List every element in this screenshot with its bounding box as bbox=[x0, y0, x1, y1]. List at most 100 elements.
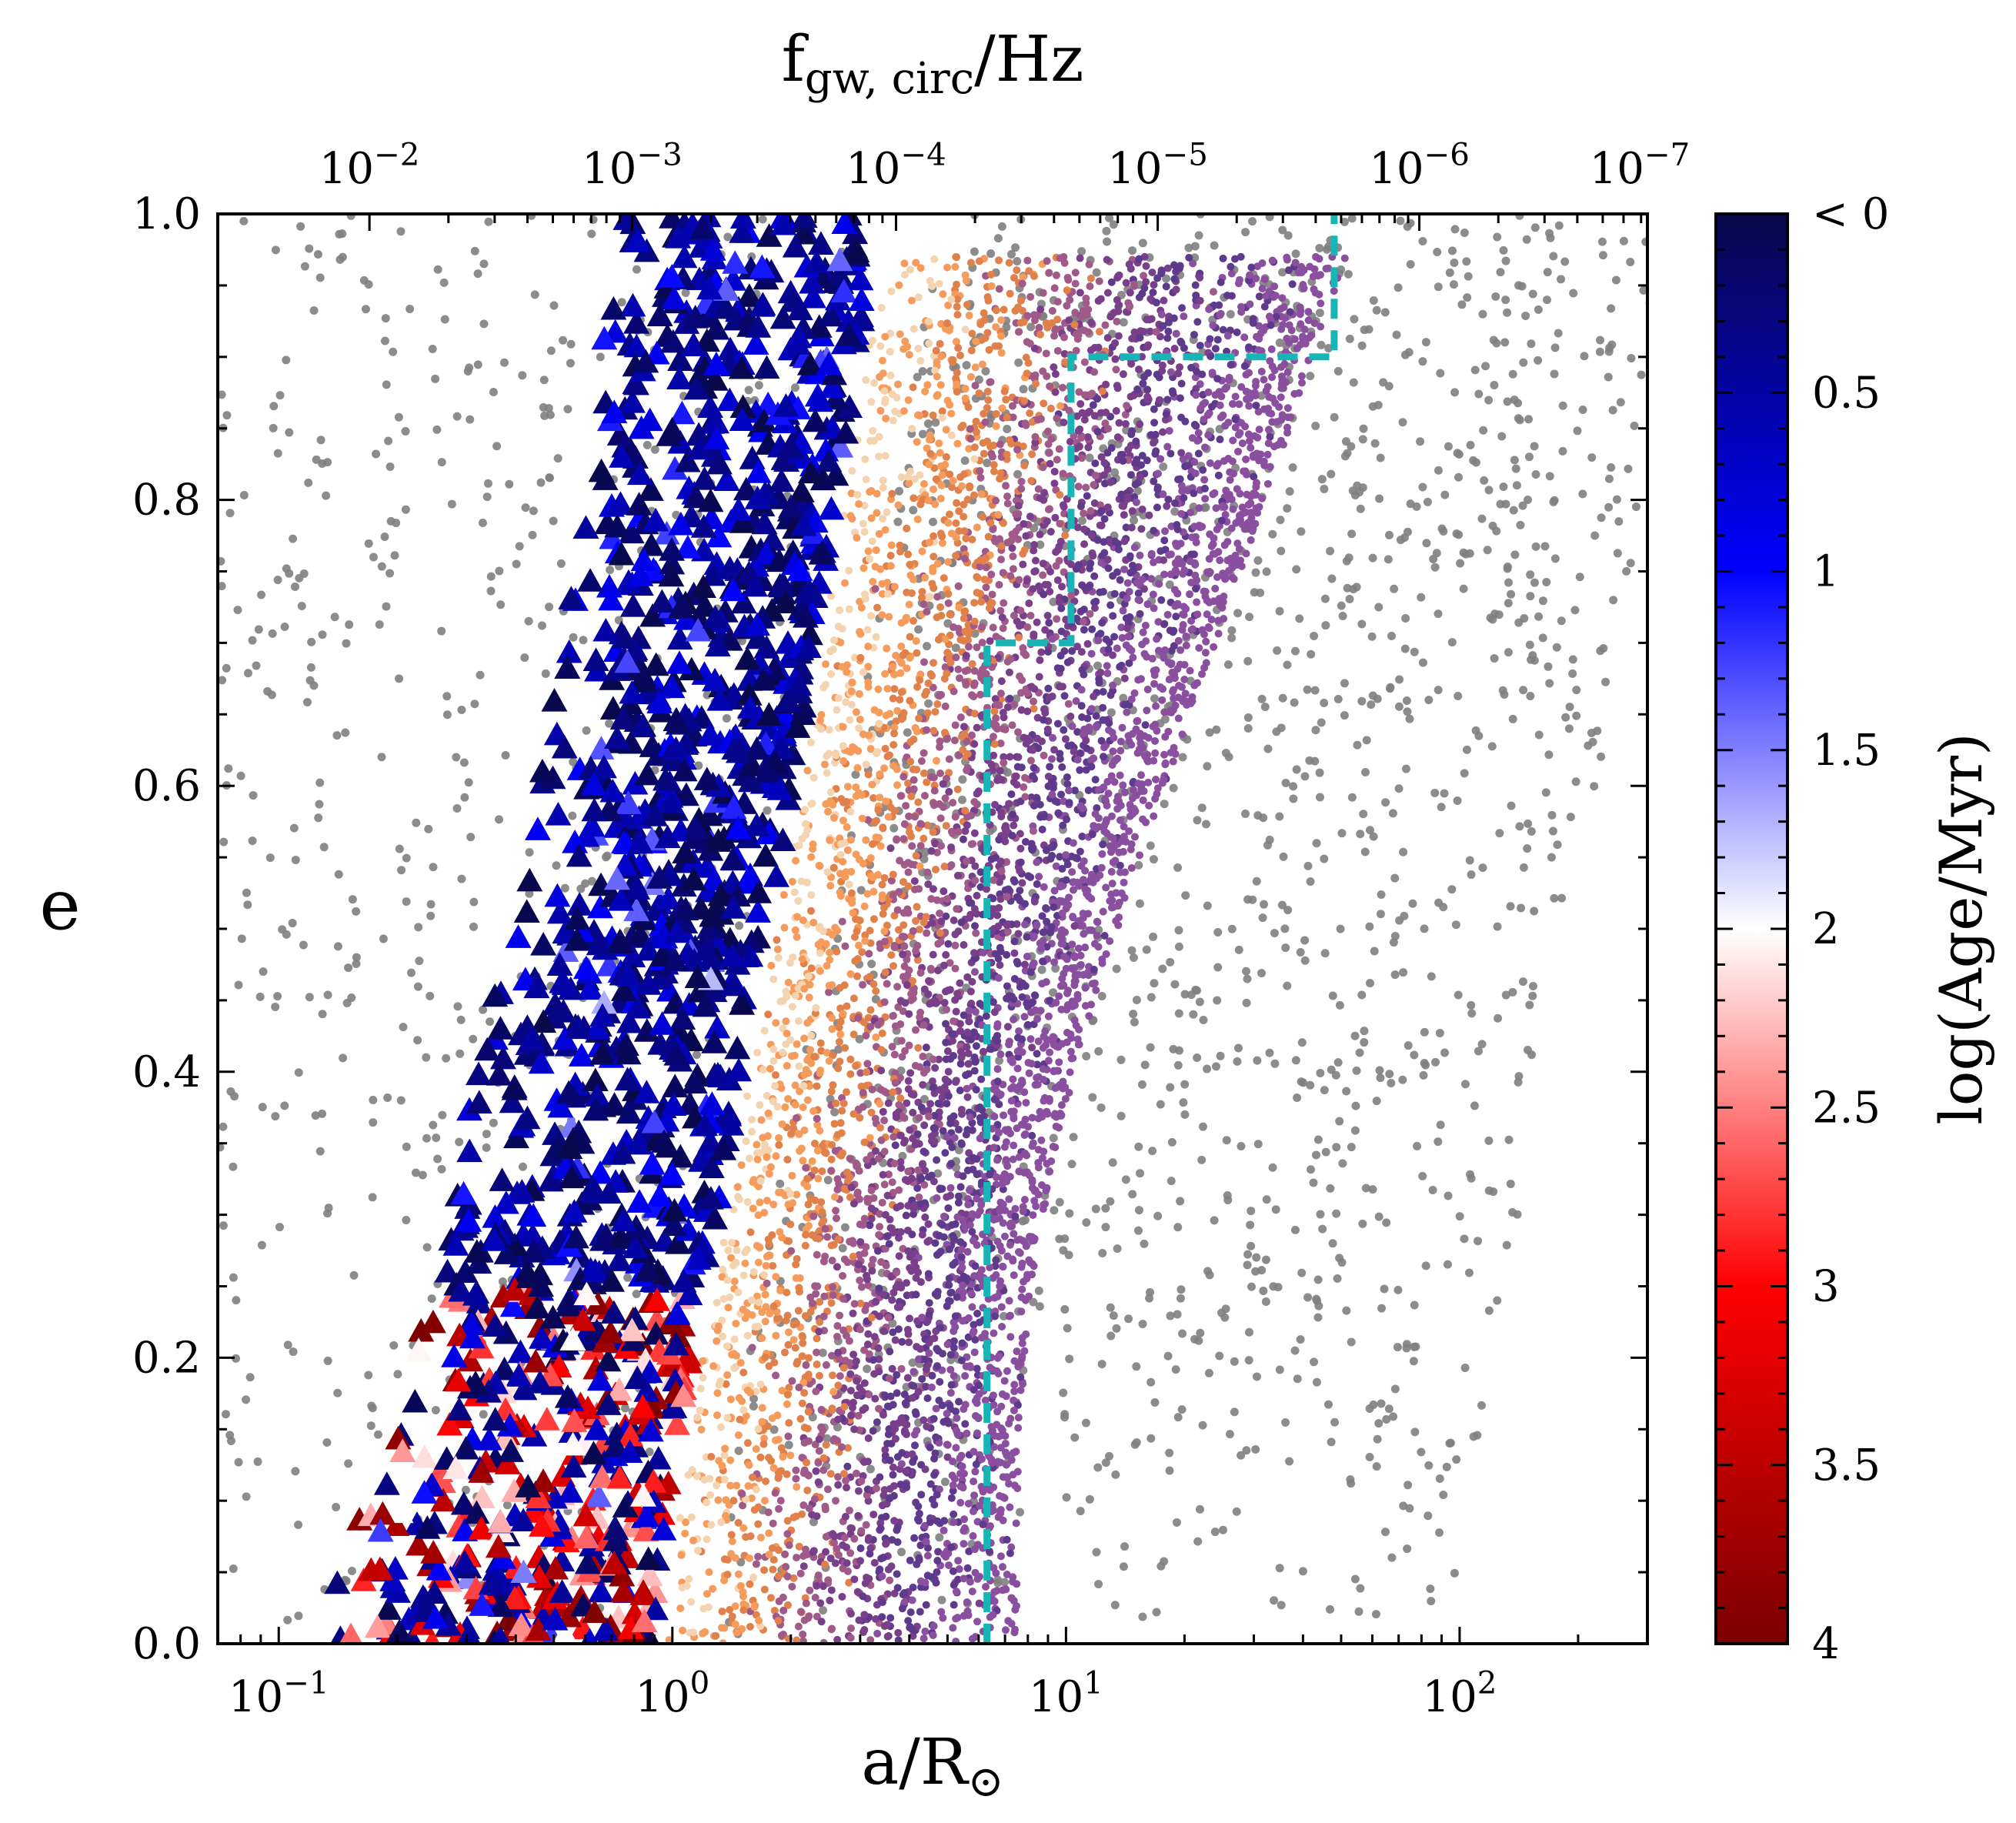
track-point bbox=[1160, 653, 1168, 662]
gray-point bbox=[1401, 613, 1410, 623]
gray-point bbox=[1174, 942, 1183, 951]
gray-point bbox=[271, 1112, 280, 1121]
gray-point bbox=[1376, 1073, 1385, 1083]
track-point bbox=[732, 1319, 740, 1327]
track-point bbox=[803, 1486, 812, 1494]
gray-point bbox=[808, 1413, 817, 1422]
gray-point bbox=[307, 637, 316, 646]
gray-point bbox=[576, 884, 586, 893]
gray-point bbox=[1564, 724, 1574, 733]
track-point bbox=[1257, 367, 1266, 376]
track-point bbox=[944, 1067, 953, 1076]
track-point bbox=[876, 1473, 884, 1481]
track-point bbox=[769, 1555, 778, 1564]
gray-point bbox=[1178, 1329, 1187, 1338]
gray-point bbox=[1413, 1141, 1422, 1150]
gray-point bbox=[486, 586, 496, 596]
gray-point bbox=[424, 824, 433, 833]
gray-point bbox=[1460, 1234, 1469, 1244]
track-point bbox=[963, 1564, 972, 1572]
track-point bbox=[1103, 801, 1111, 810]
track-point bbox=[802, 1599, 810, 1608]
track-point bbox=[753, 1241, 761, 1250]
gray-point bbox=[1525, 1000, 1534, 1010]
track-point bbox=[1052, 862, 1060, 870]
track-point bbox=[1002, 396, 1010, 404]
gray-point bbox=[897, 1548, 906, 1557]
gray-point bbox=[1534, 356, 1543, 365]
gray-point bbox=[323, 1356, 332, 1365]
gray-point bbox=[1347, 1479, 1356, 1488]
track-point bbox=[852, 1469, 860, 1477]
track-point bbox=[822, 940, 830, 948]
track-point bbox=[1108, 880, 1116, 888]
gray-point bbox=[239, 490, 249, 499]
track-point bbox=[1053, 414, 1061, 422]
gray-point bbox=[1261, 1297, 1270, 1307]
gray-point bbox=[1113, 1244, 1122, 1254]
gray-point bbox=[478, 519, 487, 528]
track-point bbox=[947, 431, 956, 439]
track-point bbox=[1022, 1098, 1030, 1107]
gray-point bbox=[1300, 936, 1310, 945]
track-point bbox=[1103, 556, 1112, 564]
gray-point bbox=[1283, 981, 1292, 990]
gray-point bbox=[1347, 1143, 1356, 1152]
track-point bbox=[1031, 567, 1040, 576]
gray-point bbox=[1434, 686, 1443, 695]
gray-point bbox=[1394, 1285, 1403, 1294]
track-point bbox=[973, 1618, 982, 1626]
gray-point bbox=[1321, 1147, 1330, 1157]
gray-point bbox=[1527, 826, 1536, 836]
track-point bbox=[793, 933, 801, 941]
gray-point bbox=[1435, 1028, 1444, 1037]
gray-point bbox=[1648, 361, 1657, 369]
gray-point bbox=[1237, 1451, 1246, 1460]
track-point bbox=[849, 1309, 857, 1317]
track-point bbox=[936, 603, 945, 611]
gray-point bbox=[541, 669, 550, 678]
gray-point bbox=[1510, 456, 1519, 465]
gray-point bbox=[1130, 1017, 1139, 1027]
gray-point bbox=[1026, 322, 1036, 332]
gray-point bbox=[1450, 1568, 1459, 1578]
track-point bbox=[1190, 330, 1198, 339]
track-point bbox=[748, 1344, 756, 1352]
track-point bbox=[723, 1342, 731, 1351]
gray-point bbox=[1402, 1344, 1411, 1353]
gray-point bbox=[330, 613, 339, 622]
gray-point bbox=[1215, 1351, 1224, 1361]
track-point bbox=[996, 1506, 1005, 1514]
gray-point bbox=[1501, 295, 1510, 305]
gray-point bbox=[529, 506, 538, 516]
track-point bbox=[826, 1596, 834, 1604]
track-point bbox=[799, 1562, 808, 1571]
track-point bbox=[877, 1046, 886, 1054]
gray-point bbox=[1320, 1086, 1329, 1095]
track-point bbox=[807, 800, 816, 808]
track-point bbox=[1000, 1143, 1009, 1151]
track-point bbox=[1058, 865, 1066, 873]
track-point bbox=[961, 827, 970, 836]
track-point bbox=[778, 1048, 786, 1057]
gray-point bbox=[1422, 539, 1431, 548]
track-point bbox=[792, 1474, 800, 1483]
track-point bbox=[963, 1598, 971, 1607]
gray-point bbox=[1454, 990, 1463, 1000]
gray-point bbox=[1538, 596, 1547, 606]
track-point bbox=[1260, 376, 1268, 384]
gray-point bbox=[1550, 369, 1559, 379]
gray-point bbox=[1561, 713, 1570, 722]
gray-point bbox=[1450, 258, 1459, 267]
track-point bbox=[1160, 296, 1168, 305]
track-point bbox=[875, 1355, 883, 1364]
gray-point bbox=[1530, 223, 1540, 232]
gray-point bbox=[1531, 470, 1540, 479]
track-point bbox=[899, 973, 907, 981]
track-point bbox=[860, 1214, 869, 1223]
track-point bbox=[1109, 612, 1117, 620]
gray-point bbox=[1402, 696, 1411, 706]
gray-point bbox=[1514, 414, 1523, 423]
gray-point bbox=[1430, 1057, 1440, 1067]
track-point bbox=[776, 1497, 785, 1505]
